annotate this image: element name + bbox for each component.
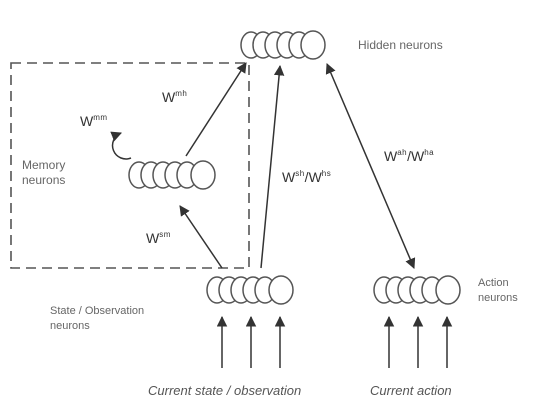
- action-input-arrows: [383, 315, 453, 368]
- action-hidden-bidirectional-arrow: [325, 63, 416, 269]
- weight-label-state-to-memory: Wsm: [146, 230, 171, 246]
- weight-label-memory-to-hidden: Wmh: [162, 89, 188, 105]
- memory-neurons-label: Memory neurons: [22, 158, 65, 188]
- weight-label-action-hidden: Wah/Wha: [384, 148, 435, 164]
- memory-recurrent-loop-arrow: [110, 131, 132, 160]
- state-input-arrows: [216, 315, 286, 368]
- current-action-input-label: Current action: [370, 383, 452, 398]
- weight-label-recurrent: Wmm: [80, 113, 108, 129]
- weight-label-state-hidden: Wsh/Whs: [282, 169, 332, 185]
- memory-neuron-layer: [128, 160, 216, 190]
- state-to-hidden-arrow: [260, 64, 285, 269]
- hidden-neuron-layer: [240, 30, 326, 60]
- memory-module-box: [10, 62, 250, 269]
- action-neurons-label-line1: Action: [478, 277, 509, 289]
- action-neurons-label-line2: neurons: [478, 292, 518, 304]
- state-neuron-layer: [206, 275, 294, 305]
- memory-neurons-label-line1: Memory: [22, 158, 66, 172]
- action-neurons-label: Action neurons: [478, 276, 518, 306]
- state-neurons-label-line2: neurons: [50, 320, 90, 332]
- state-neurons-label-line1: State / Observation: [50, 305, 145, 317]
- memory-to-hidden-arrow: [185, 62, 247, 157]
- state-neurons-label: State / Observation neurons: [50, 304, 144, 334]
- state-to-memory-arrow: [179, 205, 223, 269]
- action-neuron-layer: [373, 275, 461, 305]
- memory-neurons-label-line2: neurons: [22, 173, 66, 187]
- hidden-neurons-label: Hidden neurons: [358, 38, 443, 52]
- current-state-input-label: Current state / observation: [148, 383, 302, 398]
